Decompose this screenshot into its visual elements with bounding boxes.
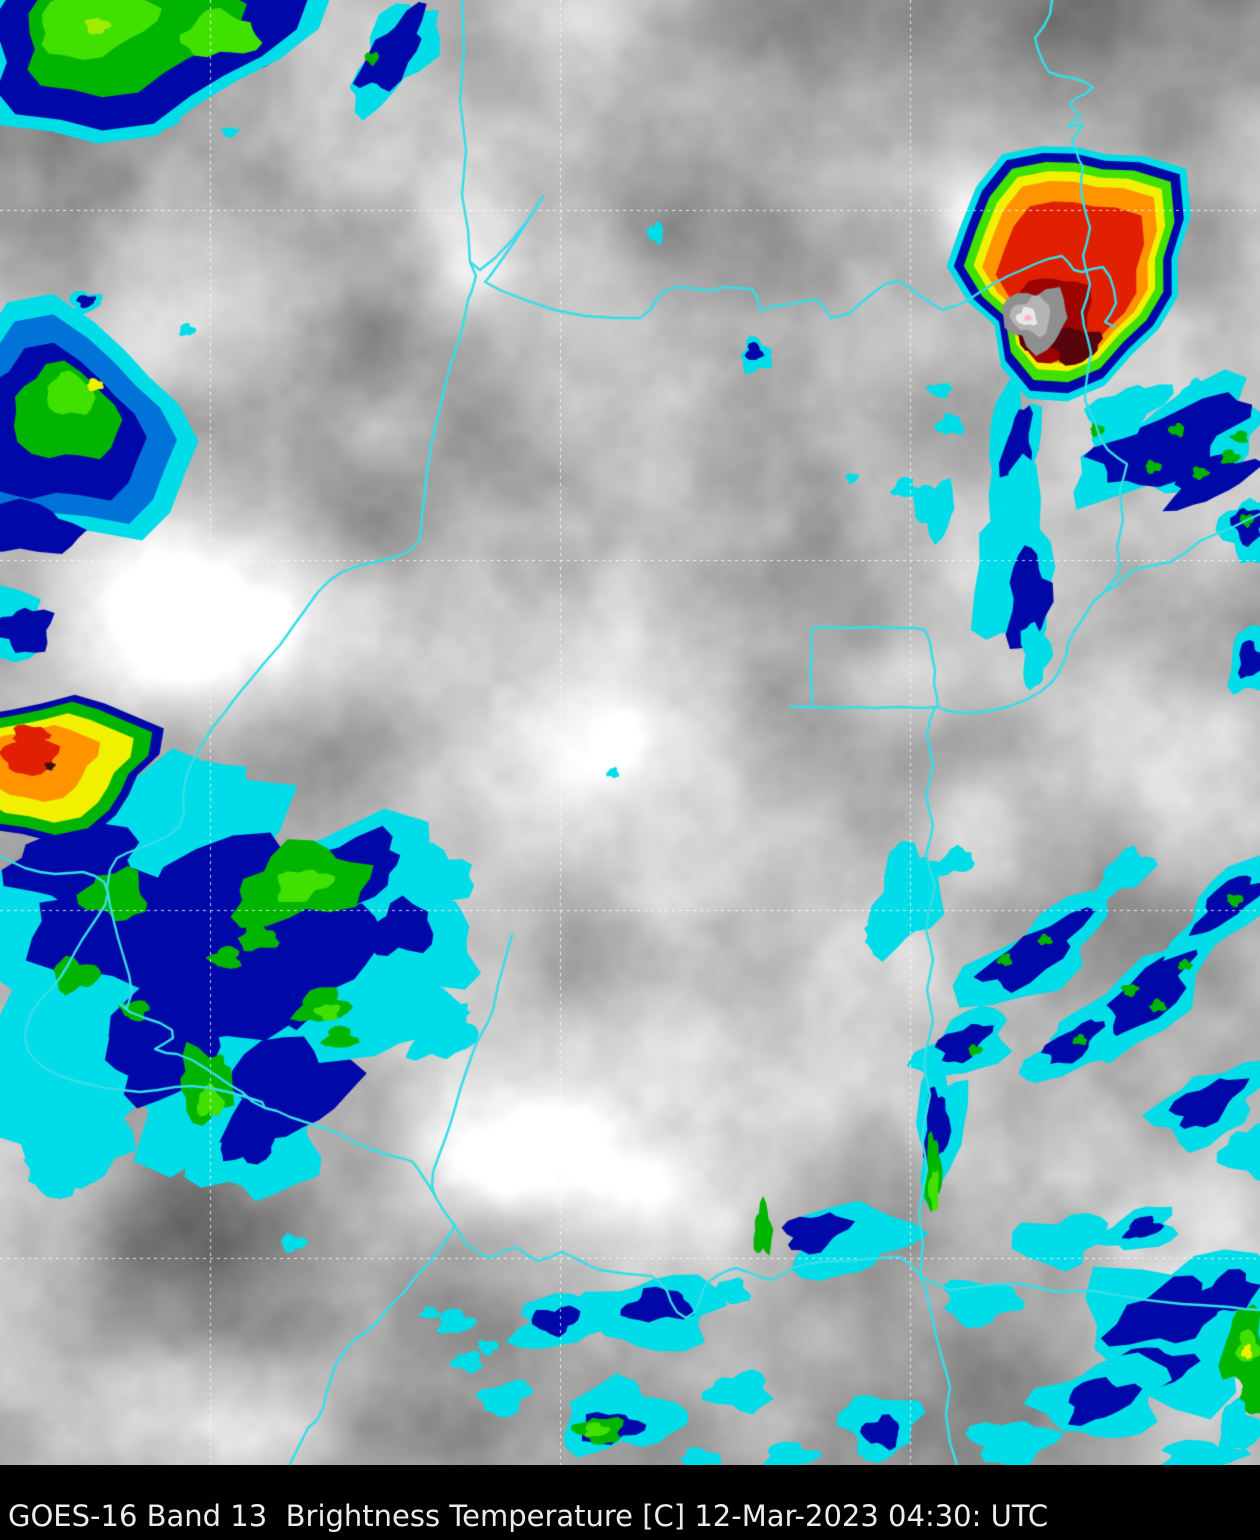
caption-text: GOES-16 Band 13 Brightness Temperature [… — [8, 1499, 1049, 1533]
satellite-image — [0, 0, 1260, 1465]
caption-bar: GOES-16 Band 13 Brightness Temperature [… — [0, 1465, 1260, 1540]
